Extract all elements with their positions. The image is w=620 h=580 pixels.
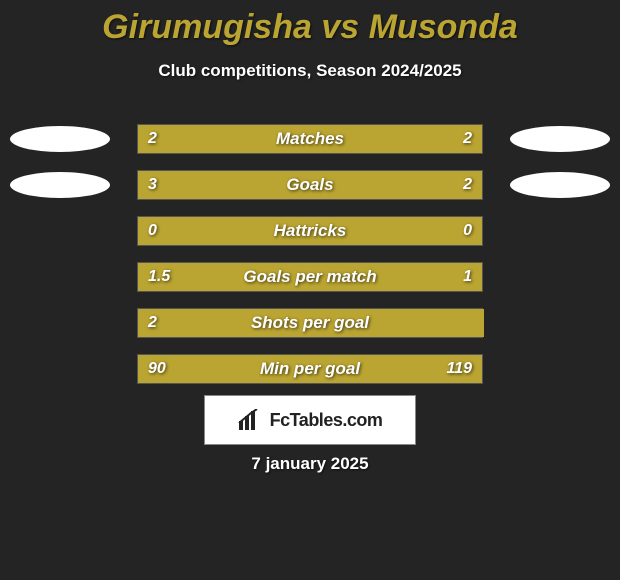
- comparison-infographic: Girumugisha vs Musonda Club competitions…: [0, 0, 620, 580]
- stat-row: 2Shots per goal: [0, 308, 620, 338]
- stat-value-left: 0: [138, 217, 167, 245]
- stat-track: 32Goals: [137, 170, 483, 200]
- stat-row: 00Hattricks: [0, 216, 620, 246]
- stat-value-left: 1.5: [138, 263, 180, 291]
- stat-value-right: 119: [436, 355, 482, 383]
- stat-row: 22Matches: [0, 124, 620, 154]
- stat-bar-left: [138, 309, 484, 337]
- source-name: FcTables.com: [270, 410, 383, 431]
- stat-value-right: [462, 309, 482, 337]
- stat-value-left: 2: [138, 309, 167, 337]
- stat-value-right: 1: [453, 263, 482, 291]
- player-right-name: Musonda: [369, 8, 518, 46]
- stat-track: 90119Min per goal: [137, 354, 483, 384]
- stat-track: 00Hattricks: [137, 216, 483, 246]
- page-title: Girumugisha vs Musonda: [0, 0, 620, 47]
- stat-row: 1.51Goals per match: [0, 262, 620, 292]
- stat-row: 90119Min per goal: [0, 354, 620, 384]
- stat-value-right: 0: [453, 217, 482, 245]
- player-left-name: Girumugisha: [102, 8, 312, 46]
- stats-bars: 22Matches32Goals00Hattricks1.51Goals per…: [0, 124, 620, 400]
- player-left-avatar: [10, 172, 110, 198]
- stat-track: 22Matches: [137, 124, 483, 154]
- stat-track: 2Shots per goal: [137, 308, 483, 338]
- stat-bar-left: [138, 171, 346, 199]
- vs-text: vs: [321, 8, 359, 46]
- barchart-icon: [238, 409, 264, 431]
- player-right-avatar: [510, 172, 610, 198]
- stat-value-left: 90: [138, 355, 176, 383]
- date-label: 7 january 2025: [0, 454, 620, 474]
- subtitle: Club competitions, Season 2024/2025: [0, 61, 620, 81]
- stat-value-left: 2: [138, 125, 167, 153]
- stat-value-left: 3: [138, 171, 167, 199]
- source-badge: FcTables.com: [204, 395, 416, 445]
- stat-value-right: 2: [453, 125, 482, 153]
- stat-value-right: 2: [453, 171, 482, 199]
- stat-row: 32Goals: [0, 170, 620, 200]
- stat-track: 1.51Goals per match: [137, 262, 483, 292]
- player-left-avatar: [10, 126, 110, 152]
- player-right-avatar: [510, 126, 610, 152]
